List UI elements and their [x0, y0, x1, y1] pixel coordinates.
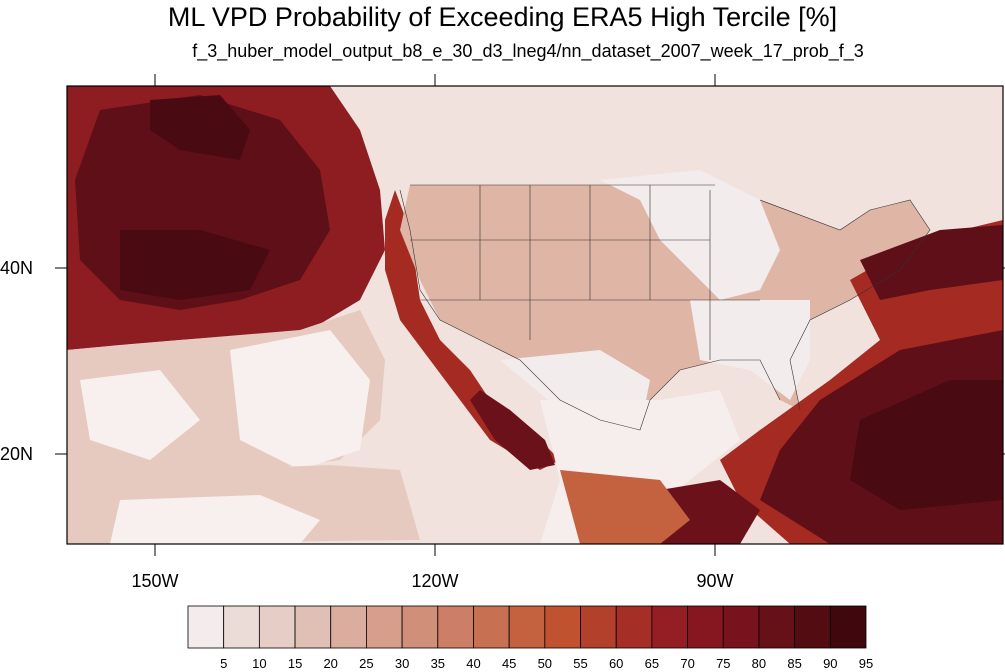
colorbar-tick-label: 25: [359, 656, 374, 671]
colorbar-swatch: [258, 605, 296, 649]
lon-label-150w: 150W: [131, 571, 179, 591]
colorbar-swatch: [294, 605, 332, 649]
colorbar-swatch: [722, 605, 760, 649]
colorbar-swatch: [330, 605, 367, 649]
lon-ticks: [154, 74, 716, 556]
lat-label-40n: 40N: [0, 258, 34, 278]
colorbar-swatch: [473, 605, 510, 649]
colorbar-swatch: [829, 605, 867, 649]
colorbar-swatch: [794, 605, 831, 649]
colorbar-swatch: [544, 605, 581, 649]
colorbar-tick-label: 45: [501, 656, 517, 671]
colorbar-swatch: [187, 605, 225, 649]
colorbar-swatch: [687, 605, 724, 649]
colorbar-tick-label: 70: [680, 656, 695, 671]
colorbar-tick-label: 75: [716, 656, 731, 671]
colorbar-tick-label: 15: [287, 656, 303, 671]
lat-label-20n: 20N: [0, 444, 34, 464]
colorbar-tick-label: 80: [751, 656, 767, 671]
state-borders: [399, 184, 931, 431]
colorbar-swatch: [366, 605, 403, 649]
map-subtitle: f_3_huber_model_output_b8_e_30_d3_lneg4/…: [192, 41, 864, 61]
colorbar-tick-label: 30: [394, 656, 410, 671]
colorbar-tick-label: 35: [430, 656, 446, 671]
colorbar-tick-label: 85: [787, 656, 802, 671]
colorbar-swatch: [437, 605, 474, 649]
colorbar-tick-label: 50: [537, 656, 553, 671]
colorbar-tick-label: 95: [858, 656, 874, 671]
lon-label-120w: 120W: [411, 571, 459, 591]
colorbar-swatch: [223, 605, 260, 649]
colorbar-swatch: [758, 605, 796, 649]
map-title: ML VPD Probability of Exceeding ERA5 Hig…: [167, 2, 838, 32]
lon-label-90w: 90W: [696, 571, 734, 591]
colorbar-tick-label: 55: [573, 656, 588, 671]
colorbar-swatch: [615, 605, 653, 649]
colorbar-tick-label: 65: [644, 656, 660, 671]
colorbar-swatch: [401, 605, 439, 649]
colorbar-swatch: [580, 605, 617, 649]
colorbar-tick-label: 5: [220, 656, 228, 671]
colorbar-tick-label: 60: [608, 656, 624, 671]
colorbar-tick-label: 40: [466, 656, 481, 671]
probability-field: [67, 86, 1003, 544]
colorbar-tick-label: 10: [252, 656, 267, 671]
coastal-high-region: [385, 190, 560, 470]
colorbar-swatch: [508, 605, 546, 649]
colorbar-tick-label: 20: [323, 656, 338, 671]
colorbar-tick-label: 90: [823, 656, 838, 671]
colorbar-swatch: [651, 605, 688, 649]
